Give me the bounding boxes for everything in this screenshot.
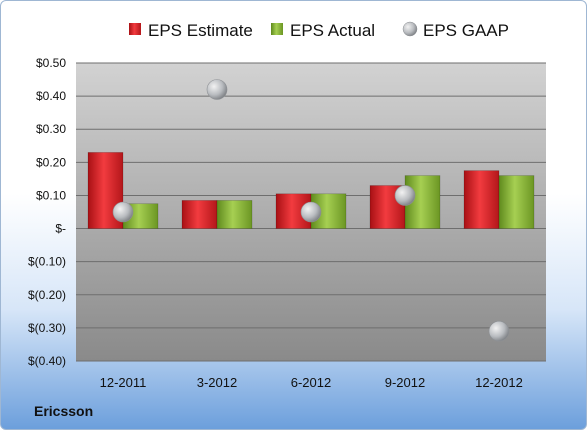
x-axis-ticks: 12-2011 3-2012 6-2012 9-2012 12-2012 (100, 375, 523, 390)
legend-swatch (129, 23, 141, 35)
y-tick-label: $(0.20) (28, 288, 66, 302)
y-axis-ticks: $0.50 $0.40 $0.30 $0.20 $0.10 $- $(0.10) $(0.20… (28, 56, 66, 368)
gaap-points (112, 79, 510, 342)
x-tick-label: 12-2011 (100, 375, 147, 390)
x-tick-label: 3-2012 (197, 375, 237, 390)
y-tick-label: $0.50 (36, 56, 66, 70)
point-eps-gaap (206, 79, 228, 100)
y-tick-label: $0.20 (36, 155, 66, 169)
legend: EPS Estimate EPS Actual EPS GAAP (129, 21, 509, 40)
x-tick-label: 12-2012 (475, 375, 523, 390)
company-name: Ericsson (34, 403, 94, 419)
legend-label: EPS Actual (290, 21, 375, 40)
bar-eps-actual (498, 175, 535, 229)
bars (87, 152, 535, 229)
x-tick-label: 6-2012 (291, 375, 331, 390)
bar-eps-actual (216, 200, 253, 229)
bar-eps-estimate (181, 200, 218, 229)
y-tick-label: $0.10 (36, 188, 66, 202)
point-eps-gaap (488, 320, 510, 342)
legend-swatch (271, 23, 283, 35)
y-tick-label: $0.40 (36, 89, 66, 103)
y-tick-label: $0.30 (36, 122, 66, 136)
legend-swatch (402, 21, 418, 37)
point-eps-gaap (300, 201, 322, 223)
y-tick-label: $(0.10) (28, 255, 66, 269)
bar-eps-estimate (463, 170, 500, 229)
legend-label: EPS Estimate (148, 21, 253, 40)
y-tick-label: $- (55, 222, 66, 236)
point-eps-gaap (394, 185, 416, 206)
y-tick-label: $(0.30) (28, 321, 66, 335)
legend-label: EPS GAAP (423, 21, 509, 40)
x-tick-label: 9-2012 (385, 375, 425, 390)
point-eps-gaap (112, 201, 134, 223)
y-tick-label: $(0.40) (28, 354, 66, 368)
